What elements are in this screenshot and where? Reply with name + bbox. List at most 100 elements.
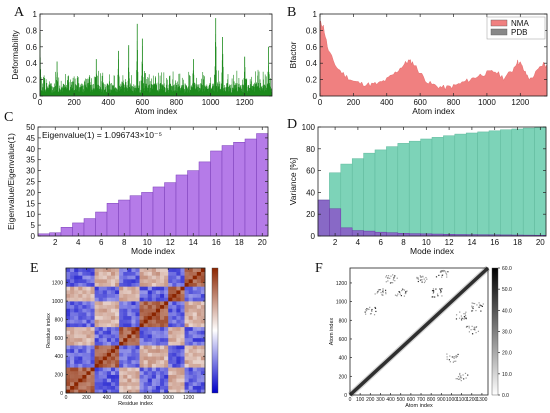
correlation-cell — [147, 378, 153, 383]
correlation-cell — [82, 271, 87, 276]
correlation-cell — [164, 279, 169, 284]
contact-dot — [463, 318, 465, 320]
correlation-cell — [192, 367, 198, 372]
contact-dot — [474, 329, 476, 331]
correlation-cell — [74, 356, 79, 361]
contact-dot — [392, 274, 394, 276]
correlation-cell — [172, 293, 177, 298]
contact-dot — [394, 280, 396, 282]
correlation-cell — [180, 297, 185, 302]
correlation-cell — [70, 359, 75, 364]
correlation-cell — [155, 312, 161, 317]
correlation-cell — [176, 282, 181, 287]
correlation-cell — [196, 326, 202, 331]
correlation-cell — [155, 304, 161, 309]
contact-dot — [443, 270, 446, 272]
y-axis-label-d: Variance [%] — [288, 158, 298, 206]
correlation-cell — [82, 378, 87, 383]
correlation-cell — [135, 367, 140, 372]
correlation-cell — [94, 271, 100, 276]
correlation-cell — [143, 301, 149, 306]
cumulative-variance-bar — [534, 127, 547, 237]
contact-dot — [403, 295, 406, 297]
y-tick-label-a: 0.8 — [26, 26, 38, 35]
x-tick-label-c: 4 — [76, 238, 81, 247]
correlation-cell — [180, 356, 185, 361]
contact-dot — [441, 276, 443, 278]
correlation-cell — [168, 282, 173, 287]
cumulative-variance-bar — [363, 152, 376, 237]
correlation-cell — [192, 385, 198, 390]
correlation-cell — [66, 308, 71, 313]
correlation-cell — [110, 282, 116, 287]
correlation-cell — [155, 389, 161, 394]
correlation-cell — [70, 279, 75, 284]
correlation-cell — [98, 370, 104, 375]
correlation-cell — [131, 356, 136, 361]
contact-dot — [479, 304, 481, 306]
correlation-cell — [70, 363, 75, 368]
correlation-cell — [184, 381, 189, 386]
correlation-cell — [82, 381, 87, 386]
correlation-cell — [139, 356, 144, 361]
correlation-cell — [86, 301, 91, 306]
correlation-cell — [66, 356, 71, 361]
correlation-cell — [155, 345, 161, 350]
correlation-cell — [139, 381, 144, 386]
correlation-cell — [90, 301, 95, 306]
contact-dot — [441, 269, 443, 272]
y-tick-label-d: 0 — [311, 232, 316, 241]
correlation-cell — [151, 326, 157, 331]
correlation-cell — [66, 334, 71, 339]
correlation-cell — [168, 381, 173, 386]
correlation-cell — [160, 279, 165, 284]
correlation-cell — [86, 363, 91, 368]
correlation-cell — [119, 378, 124, 383]
correlation-cell — [102, 282, 108, 287]
correlation-cell — [110, 389, 116, 394]
contact-dot — [441, 274, 443, 276]
correlation-cell — [66, 286, 71, 291]
y-tick-label-d: 100 — [302, 123, 316, 132]
correlation-cell — [82, 315, 87, 320]
correlation-cell — [196, 319, 202, 324]
correlation-cell — [86, 337, 91, 342]
correlation-cell — [180, 279, 185, 284]
correlation-cell — [184, 389, 189, 394]
correlation-cell — [188, 271, 194, 276]
correlation-cell — [196, 341, 202, 346]
y-tick-label-b: 1 — [313, 10, 318, 19]
correlation-cell — [180, 337, 185, 342]
contact-dot — [422, 275, 424, 277]
x-tick-label-f: 1200 — [466, 397, 477, 403]
correlation-cell — [192, 293, 198, 298]
chart-c-eigenvalues: 2 4 6 8 10 12 14 16 18 2005101520253035404550Mode… — [6, 123, 269, 256]
y-tick-label-c: 35 — [26, 156, 35, 165]
correlation-cell — [115, 363, 120, 368]
correlation-cell — [172, 282, 177, 287]
correlation-cell — [115, 341, 120, 346]
cumulative-variance-bar — [420, 138, 433, 237]
correlation-cell — [102, 297, 108, 302]
correlation-cell — [172, 348, 177, 353]
x-tick-label-a: 400 — [102, 98, 116, 107]
x-tick-label-a: 200 — [67, 98, 81, 107]
y-tick-label-d: 20 — [306, 210, 315, 219]
correlation-cell — [110, 337, 116, 342]
correlation-cell — [78, 315, 83, 320]
correlation-cell — [70, 282, 75, 287]
x-axis-label-b: Atom index — [412, 106, 455, 116]
correlation-cell — [139, 282, 144, 287]
correlation-cell — [192, 323, 198, 328]
correlation-cell — [168, 312, 173, 317]
contact-dot — [432, 292, 434, 294]
correlation-cell — [188, 290, 194, 295]
correlation-cell — [131, 308, 136, 313]
correlation-cell — [160, 308, 165, 313]
correlation-cell — [94, 279, 100, 284]
y-axis-label-c: Eigenvalue/Eigenvalue(1) — [6, 133, 16, 230]
correlation-cell — [151, 352, 157, 357]
correlation-cell — [127, 312, 132, 317]
correlation-cell — [168, 271, 173, 276]
correlation-cell — [115, 275, 120, 280]
